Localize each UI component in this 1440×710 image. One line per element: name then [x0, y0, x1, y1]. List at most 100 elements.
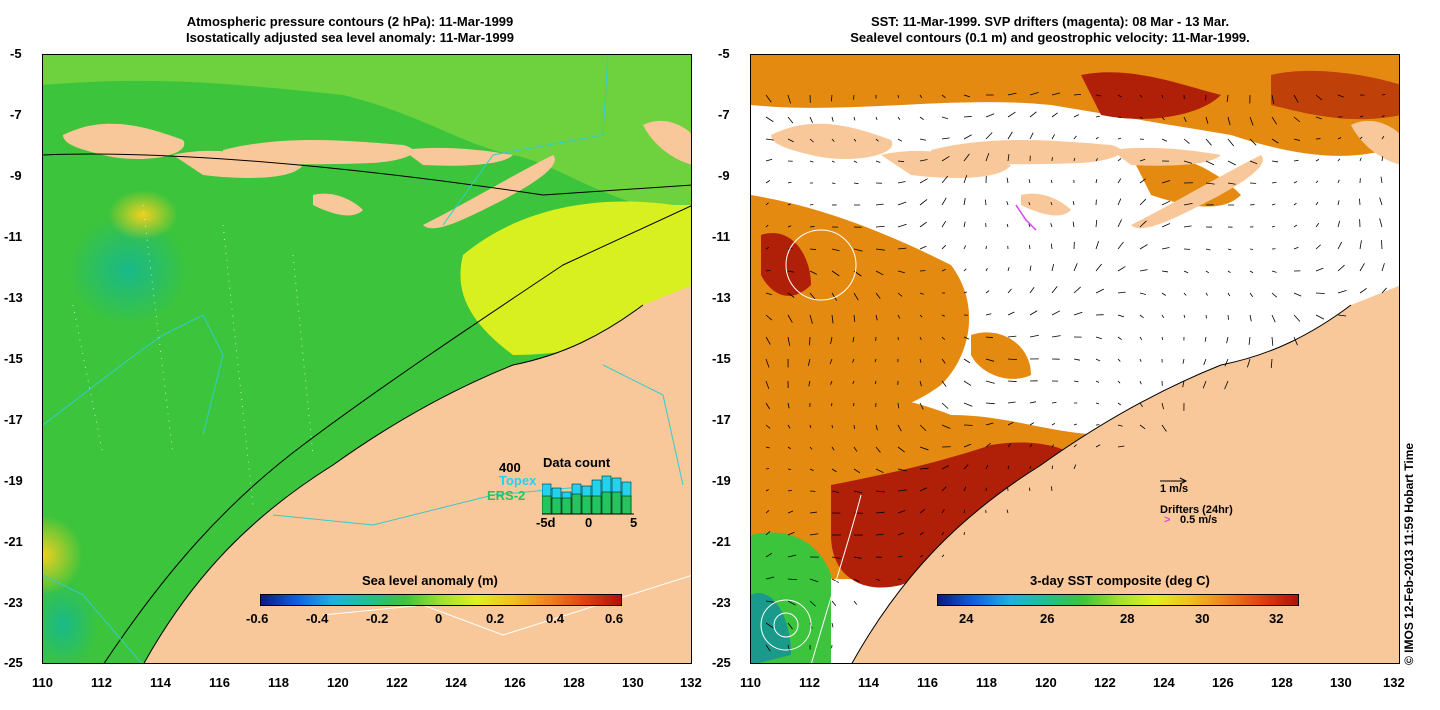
velocity-arrow: [765, 336, 771, 345]
velocity-arrow: [765, 314, 773, 321]
right-x-tick: 124: [1153, 675, 1175, 690]
velocity-arrow: [765, 600, 775, 603]
velocity-arrow: [897, 532, 904, 536]
velocity-arrow: [985, 464, 989, 470]
velocity-arrow: [853, 94, 855, 100]
velocity-arrow: [1249, 292, 1254, 298]
velocity-arrow: [875, 116, 878, 120]
velocity-arrow: [831, 578, 839, 583]
velocity-arrow: [1381, 115, 1385, 118]
velocity-arrow: [1139, 269, 1148, 272]
velocity-arrow: [1029, 310, 1038, 316]
velocity-arrow: [1029, 422, 1035, 426]
velocity-arrow: [1073, 358, 1081, 361]
velocity-arrow: [831, 248, 840, 252]
velocity-arrow: [1293, 314, 1301, 322]
velocity-arrow: [831, 138, 835, 142]
velocity-arrow: [963, 486, 967, 492]
velocity-arrow: [897, 138, 903, 142]
velocity-arrow: [963, 291, 968, 294]
velocity-arrow: [1029, 265, 1032, 272]
velocity-arrow: [1050, 243, 1053, 250]
velocity-arrow: [1051, 465, 1054, 470]
velocity-arrow: [1161, 424, 1167, 432]
velocity-arrow: [1117, 94, 1122, 98]
velocity-arrow: [963, 531, 965, 536]
velocity-arrow: [1226, 94, 1229, 103]
left-colorbar-tick: -0.2: [366, 611, 389, 626]
left-y-tick: -19: [4, 473, 23, 488]
left-colorbar-tick: 0.4: [546, 611, 565, 626]
velocity-arrow: [1379, 197, 1383, 206]
velocity-arrow: [1073, 93, 1082, 96]
left-y-tick: -21: [4, 534, 23, 549]
velocity-arrow: [1073, 286, 1081, 294]
velocity-arrow: [1249, 116, 1254, 126]
velocity-arrow: [1050, 486, 1053, 492]
velocity-arrow: [1117, 178, 1122, 184]
velocity-arrow: [919, 446, 929, 451]
data-count-histogram: [542, 475, 634, 515]
data-count-title: Data count: [543, 455, 611, 470]
velocity-arrow: [941, 508, 945, 514]
velocity-arrow: [787, 336, 791, 346]
velocity-arrow: [1117, 137, 1122, 140]
velocity-arrow: [1183, 292, 1187, 296]
velocity-arrow: [985, 442, 991, 448]
right-y-tick: -13: [712, 290, 731, 305]
velocity-arrow: [1050, 201, 1053, 206]
velocity-arrow: [1182, 358, 1185, 364]
velocity-arrow: [897, 223, 907, 228]
velocity-arrow: [875, 424, 878, 431]
velocity-arrow: [963, 153, 970, 162]
velocity-arrow: [1007, 311, 1015, 316]
velocity-arrow: [963, 336, 970, 340]
velocity-arrow: [1249, 138, 1257, 146]
velocity-arrow: [875, 511, 885, 514]
velocity-arrow: [1007, 380, 1017, 382]
velocity-arrow: [1381, 135, 1385, 140]
velocity-arrow: [831, 600, 837, 607]
right-colorbar: [937, 594, 1299, 606]
velocity-arrow: [941, 269, 946, 272]
velocity-arrow: [1095, 288, 1104, 294]
velocity-arrow: [765, 424, 771, 429]
velocity-arrow: [765, 224, 769, 228]
velocity-arrow: [1337, 158, 1341, 162]
velocity-arrow: [1073, 263, 1078, 272]
velocity-arrow: [1246, 358, 1251, 368]
velocity-arrow: [808, 380, 811, 387]
velocity-arrow: [919, 336, 922, 340]
velocity-arrow: [1073, 423, 1077, 426]
left-y-tick: -5: [10, 46, 22, 61]
velocity-arrow: [1227, 314, 1229, 320]
velocity-arrow: [1224, 358, 1229, 367]
velocity-arrow: [830, 336, 833, 344]
velocity-arrow: [1006, 509, 1009, 514]
velocity-arrow: [919, 245, 927, 250]
velocity-arrow: [875, 138, 879, 142]
velocity-arrow: [765, 489, 769, 492]
left-colorbar-tick: 0.6: [605, 611, 624, 626]
velocity-arrow: [809, 578, 819, 583]
velocity-arrow: [1051, 335, 1061, 338]
velocity-arrow: [1139, 336, 1143, 341]
drifter-arrow-icon: >: [1164, 514, 1171, 526]
velocity-arrow: [831, 622, 834, 628]
left-x-tick: 122: [386, 675, 408, 690]
right-x-tick: 126: [1212, 675, 1234, 690]
velocity-arrow: [1095, 158, 1098, 162]
velocity-arrow: [830, 380, 833, 385]
velocity-arrow: [1183, 138, 1190, 144]
velocity-arrow: [1117, 158, 1122, 162]
velocity-arrow: [1095, 402, 1100, 405]
left-x-tick: 112: [91, 675, 112, 690]
velocity-arrow: [897, 510, 906, 514]
velocity-arrow: [1183, 202, 1193, 206]
velocity-arrow: [919, 487, 928, 492]
velocity-arrow: [1315, 244, 1322, 250]
velocity-arrow: [1073, 114, 1080, 118]
velocity-arrow: [1293, 224, 1298, 228]
velocity-arrow: [1381, 263, 1385, 272]
velocity-arrow: [1073, 311, 1083, 316]
